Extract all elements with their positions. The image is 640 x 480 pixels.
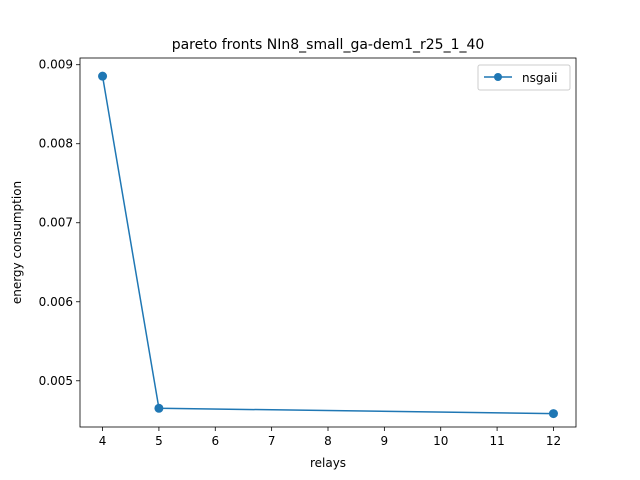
y-tick-label: 0.005 bbox=[39, 374, 73, 388]
x-tick-label: 6 bbox=[211, 434, 219, 448]
y-tick-label: 0.008 bbox=[39, 137, 73, 151]
legend-label-nsgaii: nsgaii bbox=[522, 71, 558, 85]
x-tick-label: 4 bbox=[99, 434, 107, 448]
y-axis-label: energy consumption bbox=[10, 181, 24, 304]
data-point bbox=[154, 403, 164, 413]
x-tick-label: 8 bbox=[324, 434, 332, 448]
x-tick-label: 11 bbox=[489, 434, 504, 448]
axis-ticks: 4 5 6 7 8 9 10 11 12 0.005 0.006 0.007 0.008 0.009 bbox=[39, 58, 561, 448]
x-axis-label: relays bbox=[310, 456, 346, 470]
x-tick-label: 12 bbox=[546, 434, 561, 448]
y-tick-label: 0.009 bbox=[39, 58, 73, 72]
x-tick-label: 10 bbox=[433, 434, 448, 448]
data-point bbox=[548, 409, 558, 419]
x-tick-label: 9 bbox=[381, 434, 389, 448]
y-tick-label: 0.006 bbox=[39, 295, 73, 309]
legend: nsgaii bbox=[477, 64, 571, 91]
data-point bbox=[98, 71, 108, 81]
x-tick-label: 5 bbox=[155, 434, 163, 448]
axes-frame bbox=[79, 57, 577, 428]
legend-box bbox=[477, 64, 571, 91]
series-group bbox=[98, 71, 558, 419]
y-tick-label: 0.007 bbox=[39, 216, 73, 230]
x-tick-label: 7 bbox=[268, 434, 276, 448]
plot-area bbox=[80, 58, 576, 427]
chart-title: pareto fronts NIn8_small_ga-dem1_r25_1_4… bbox=[172, 37, 485, 53]
legend-marker-nsgaii bbox=[494, 73, 502, 81]
